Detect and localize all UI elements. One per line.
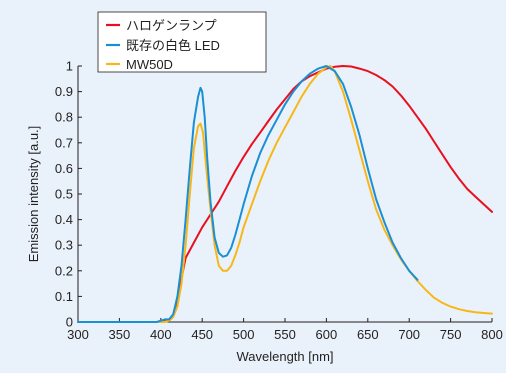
series bbox=[77, 65, 493, 323]
y-tick-label: 0.8 bbox=[55, 110, 73, 125]
legend: ハロゲンランプ 既存の白色 LED MW50D bbox=[97, 11, 267, 73]
x-tick-label: 550 bbox=[274, 327, 296, 342]
y-axis-title: Emission intensity [a.u.] bbox=[26, 126, 41, 263]
y-tick-label: 0.2 bbox=[55, 263, 73, 278]
y-tick-label: 0.5 bbox=[55, 187, 73, 202]
y-tick-label: 1 bbox=[66, 59, 73, 74]
x-axis-title: Wavelength [nm] bbox=[236, 349, 333, 364]
legend-box bbox=[97, 11, 267, 73]
x-tick-label: 600 bbox=[316, 327, 338, 342]
y-tick-label: 0.4 bbox=[55, 212, 73, 227]
legend-label-mw50d: MW50D bbox=[126, 57, 173, 72]
y-tick-label: 0.3 bbox=[55, 238, 73, 253]
y-tick-label: 0.1 bbox=[55, 289, 73, 304]
series-line-2 bbox=[77, 65, 493, 323]
y-ticks: 0 0.1 0.2 0.3 0.4 0.5 0.6 0.7 0.8 0.9 1 bbox=[55, 59, 82, 330]
y-tick-label: 0.7 bbox=[55, 135, 73, 150]
x-tick-label: 800 bbox=[481, 327, 503, 342]
x-tick-label: 750 bbox=[440, 327, 462, 342]
x-tick-label: 350 bbox=[109, 327, 131, 342]
x-tick-label: 650 bbox=[357, 327, 379, 342]
y-tick-label: 0.9 bbox=[55, 84, 73, 99]
series-line-0 bbox=[77, 65, 493, 323]
legend-label-halogen: ハロゲンランプ bbox=[126, 18, 217, 33]
x-tick-label: 500 bbox=[233, 327, 255, 342]
series-line-1 bbox=[77, 65, 419, 323]
x-ticks: 300 350 400 450 500 550 600 650 700 750 800 bbox=[67, 318, 503, 342]
x-tick-label: 450 bbox=[191, 327, 213, 342]
x-tick-label: 700 bbox=[398, 327, 420, 342]
y-tick-label: 0.6 bbox=[55, 161, 73, 176]
x-tick-label: 300 bbox=[67, 327, 89, 342]
y-tick-label: 0 bbox=[66, 315, 73, 330]
x-tick-label: 400 bbox=[150, 327, 172, 342]
legend-label-led: 既存の白色 LED bbox=[126, 38, 220, 53]
